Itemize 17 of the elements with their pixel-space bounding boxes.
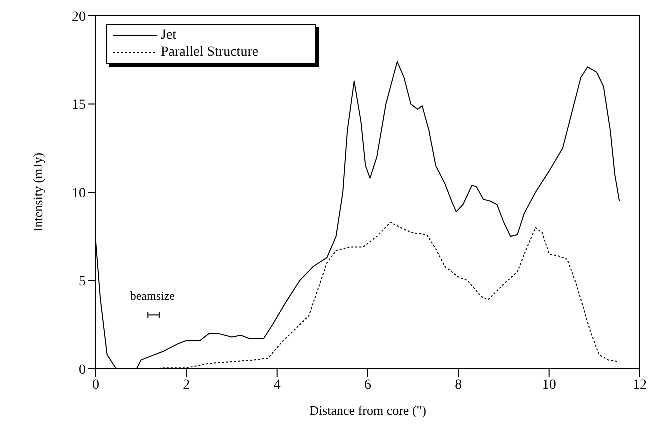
y-axis-title: Intensity (mJy) <box>30 152 46 232</box>
x-tick-label: 10 <box>542 378 556 393</box>
x-tick-label: 2 <box>183 378 190 393</box>
y-tick-label: 5 <box>79 274 86 290</box>
y-tick-label: 10 <box>72 186 86 202</box>
x-tick-label: 6 <box>364 378 372 393</box>
y-tick-label: 15 <box>72 98 86 114</box>
y-tick-label: 0 <box>79 362 86 378</box>
legend-label: Jet <box>161 28 177 44</box>
legend-label: Parallel Structure <box>161 44 259 60</box>
x-axis-title: Distance from core (") <box>310 403 426 418</box>
x-tick-label: 8 <box>455 378 462 393</box>
x-tick-label: 0 <box>92 378 100 393</box>
x-tick-label: 4 <box>274 378 281 393</box>
annotation: beamsize <box>130 289 175 304</box>
x-tick-label: 12 <box>633 378 647 393</box>
y-tick-label: 20 <box>72 10 86 25</box>
